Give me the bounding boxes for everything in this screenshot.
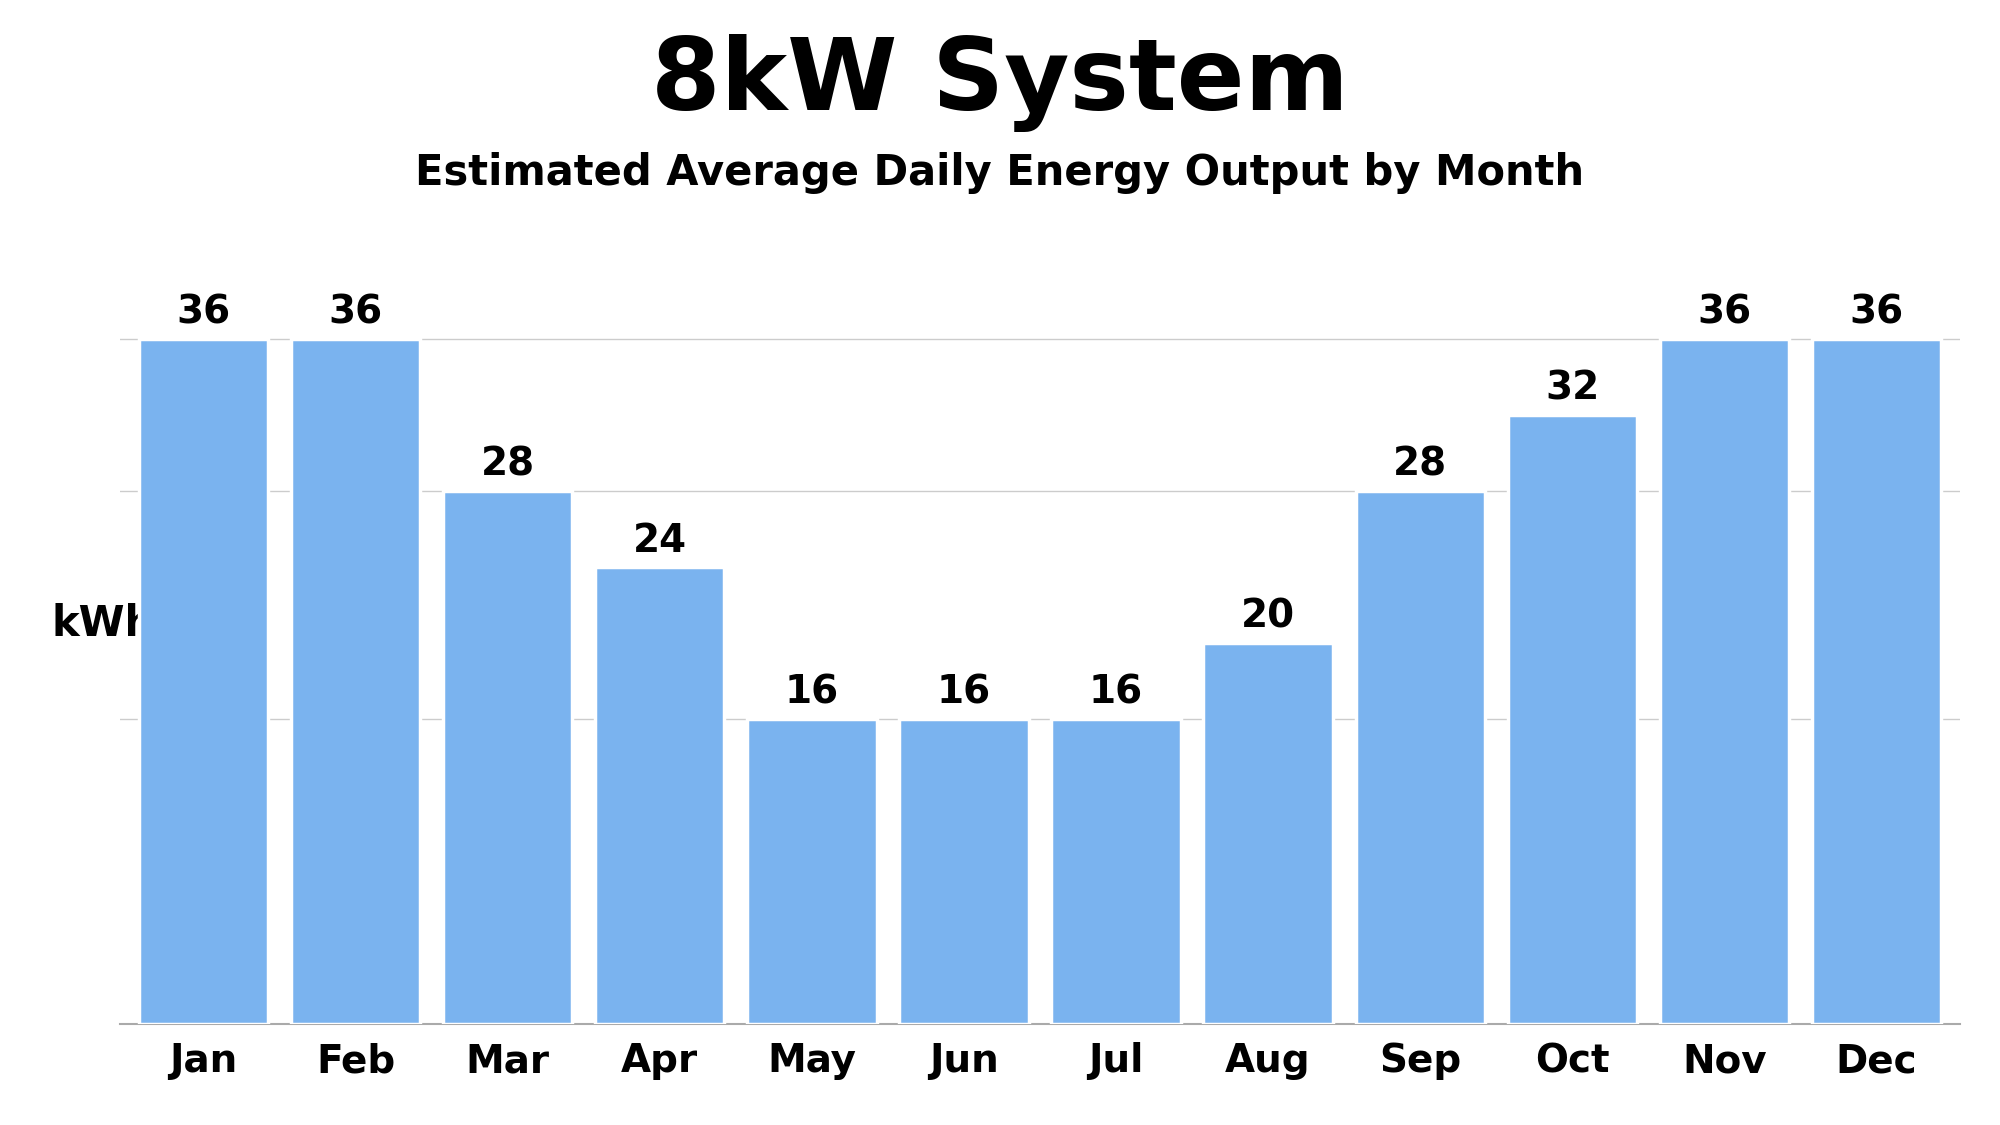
- Bar: [444, 492, 572, 1024]
- Bar: [900, 720, 1028, 1024]
- Text: 36: 36: [1698, 294, 1752, 332]
- Y-axis label: kWh: kWh: [52, 603, 154, 646]
- Bar: [748, 720, 876, 1024]
- Bar: [1052, 720, 1180, 1024]
- Text: 16: 16: [784, 674, 838, 712]
- Text: 28: 28: [1394, 446, 1448, 484]
- Text: 28: 28: [480, 446, 534, 484]
- Text: 36: 36: [176, 294, 230, 332]
- Bar: [596, 567, 724, 1024]
- Bar: [1812, 339, 1940, 1024]
- Text: 8kW System: 8kW System: [652, 34, 1348, 132]
- Text: 24: 24: [632, 522, 686, 560]
- Bar: [292, 339, 420, 1024]
- Bar: [1660, 339, 1788, 1024]
- Text: 20: 20: [1242, 597, 1296, 636]
- Bar: [1356, 492, 1484, 1024]
- Bar: [1508, 415, 1636, 1024]
- Text: 32: 32: [1546, 370, 1600, 407]
- Text: 16: 16: [936, 674, 992, 712]
- Text: 36: 36: [1850, 294, 1904, 332]
- Text: 16: 16: [1088, 674, 1144, 712]
- Text: Estimated Average Daily Energy Output by Month: Estimated Average Daily Energy Output by…: [416, 152, 1584, 193]
- Bar: [1204, 644, 1332, 1024]
- Text: 36: 36: [328, 294, 382, 332]
- Bar: [140, 339, 268, 1024]
